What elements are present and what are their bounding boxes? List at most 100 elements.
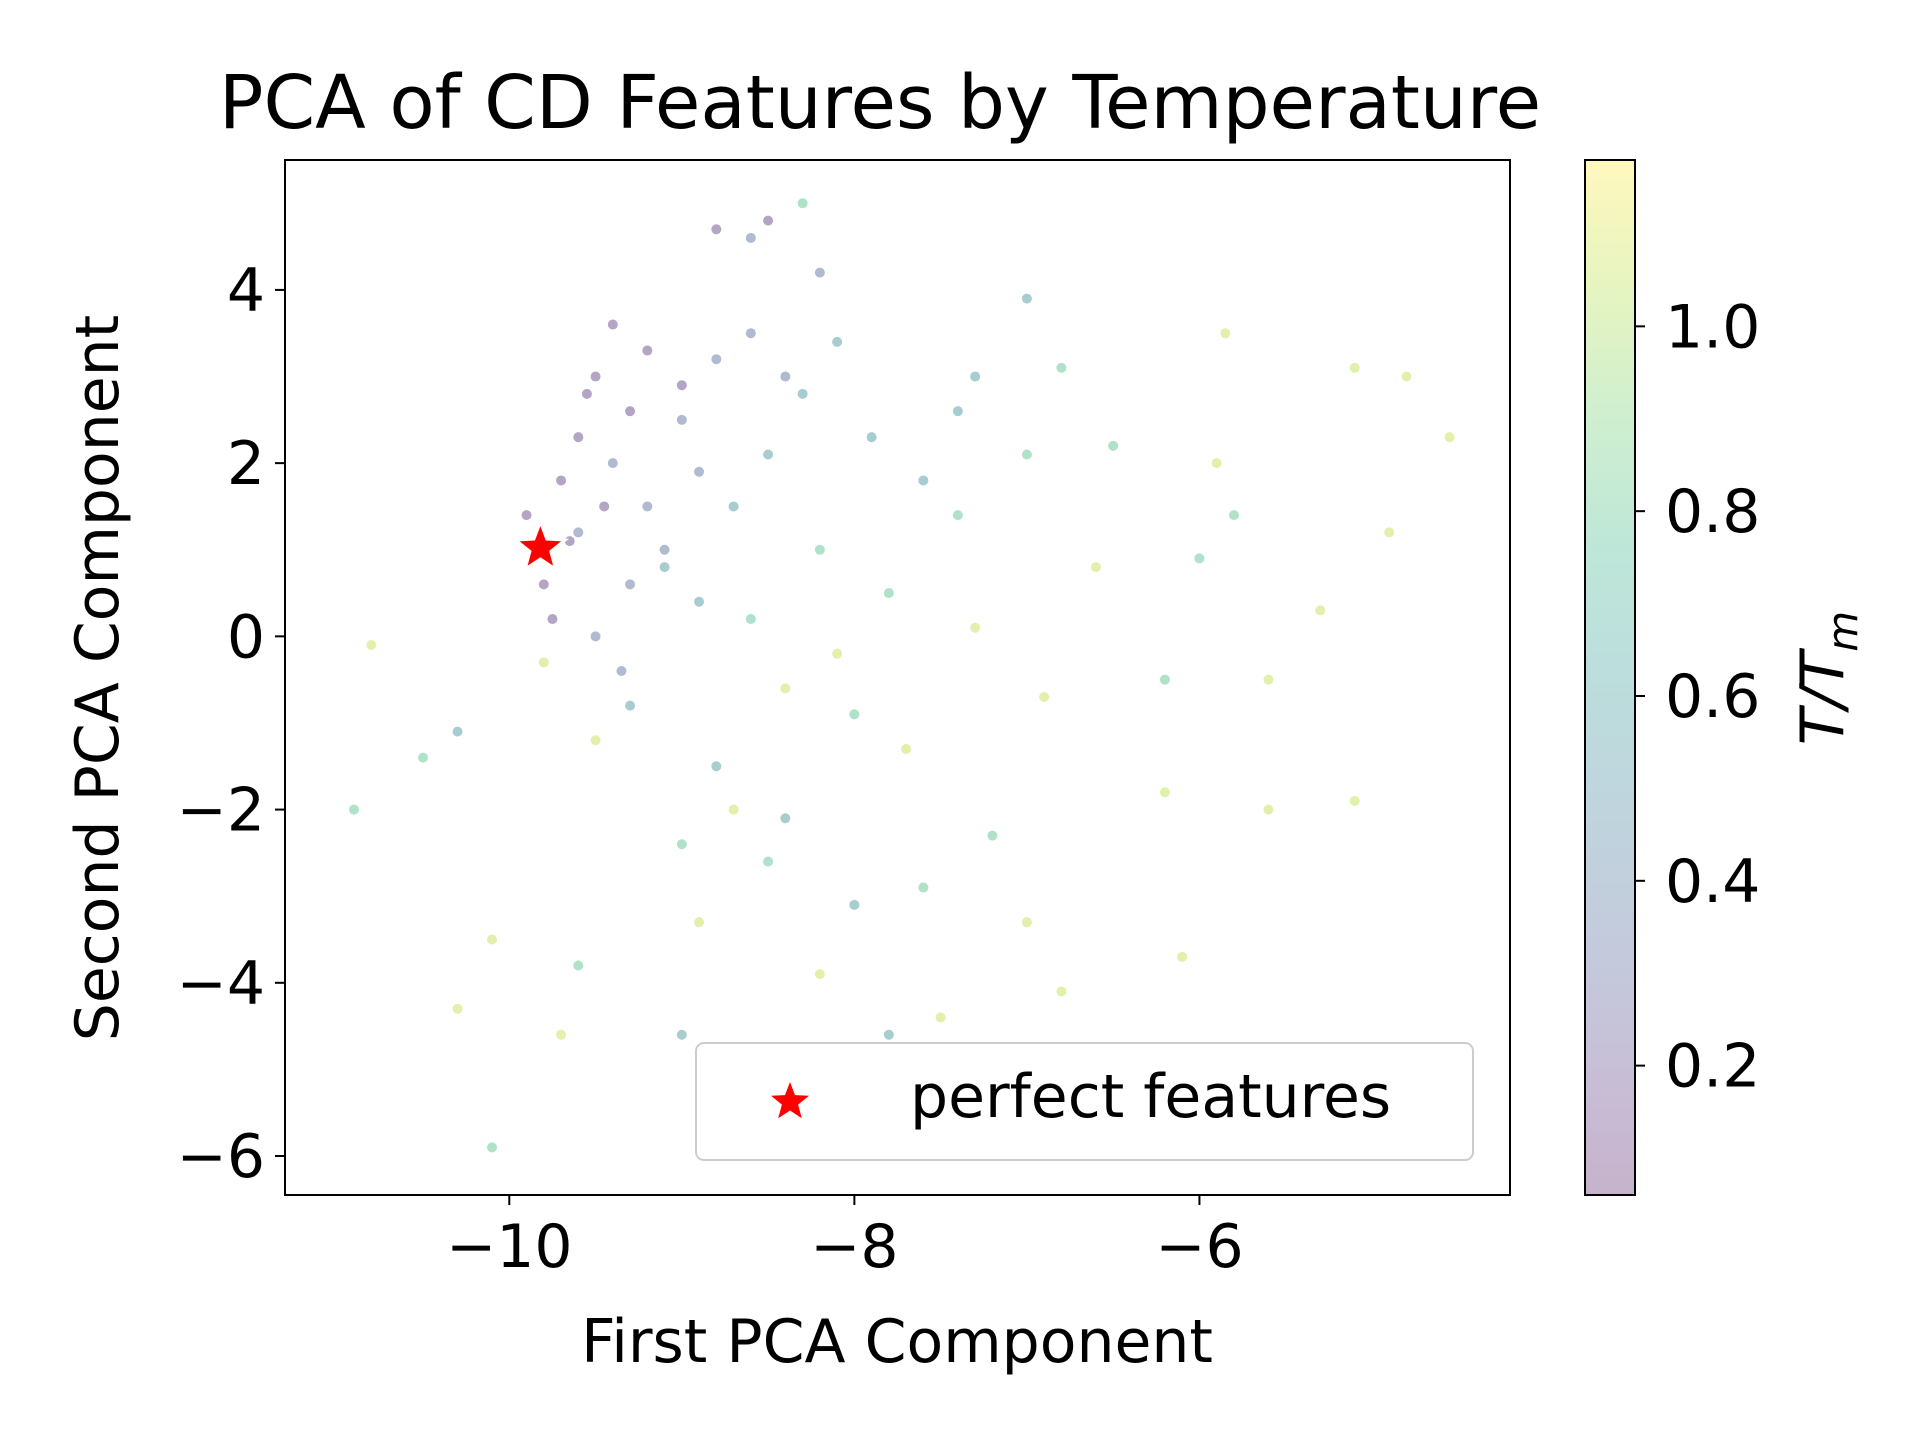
y-tick-label: 4 [227, 256, 265, 326]
y-tick-label: 2 [227, 429, 265, 499]
colorbar-label: T/Tm [1788, 611, 1867, 745]
colorbar-tick-label: 0.4 [1665, 847, 1760, 917]
scatter-point [599, 501, 610, 512]
scatter-point [987, 830, 998, 841]
scatter-point [797, 388, 808, 399]
scatter-point [607, 458, 618, 469]
scatter-point [676, 414, 687, 425]
scatter-point [590, 631, 601, 642]
scatter-point [694, 596, 705, 607]
scatter-point [1177, 951, 1188, 962]
scatter-point [487, 934, 498, 945]
scatter-point [573, 960, 584, 971]
scatter-point [901, 743, 912, 754]
y-tick-label: 0 [227, 602, 265, 672]
scatter-point [590, 735, 601, 746]
colorbar-label-base: T/T [1788, 647, 1858, 745]
scatter-point [745, 328, 756, 339]
scatter-point [883, 1029, 894, 1040]
scatter-point [1315, 605, 1326, 616]
scatter-point [1349, 362, 1360, 373]
scatter-point [349, 804, 360, 815]
scatter-point [970, 622, 981, 633]
scatter-point [1263, 804, 1274, 815]
scatter-point [1021, 917, 1032, 928]
scatter-point [538, 657, 549, 668]
y-tick-label: −6 [177, 1122, 265, 1192]
scatter-point [676, 380, 687, 391]
scatter-point [581, 388, 592, 399]
scatter-point [564, 536, 575, 547]
scatter-point [728, 804, 739, 815]
scatter-point [763, 449, 774, 460]
scatter-point [883, 588, 894, 599]
legend: perfect features [695, 1042, 1474, 1161]
scatter-point [711, 224, 722, 235]
scatter-point [1211, 458, 1222, 469]
scatter-point [1056, 362, 1067, 373]
scatter-point [952, 510, 963, 521]
y-tick-label: −2 [177, 776, 265, 846]
scatter-point [625, 406, 636, 417]
colorbar-tick-label: 0.8 [1665, 477, 1760, 547]
scatter-point [1384, 527, 1395, 538]
scatter-point [676, 839, 687, 850]
scatter-point [538, 579, 549, 590]
colorbar-tick-label: 1.0 [1665, 292, 1760, 362]
scatter-points [349, 198, 1455, 1153]
scatter-point [918, 882, 929, 893]
scatter-point [780, 371, 791, 382]
colorbar-border [1584, 159, 1636, 1196]
scatter-point [1263, 674, 1274, 685]
scatter-point [642, 345, 653, 356]
scatter-point [573, 527, 584, 538]
scatter-point [745, 614, 756, 625]
scatter-point [849, 899, 860, 910]
x-tick-label: −10 [446, 1212, 573, 1282]
scatter-point [659, 562, 670, 573]
scatter-point [487, 1142, 498, 1153]
chart-title: PCA of CD Features by Temperature [219, 60, 1541, 146]
plot-border [284, 159, 1511, 1196]
scatter-point [797, 198, 808, 209]
scatter-point [1159, 674, 1170, 685]
scatter-point [814, 267, 825, 278]
legend-star-icon [771, 1082, 809, 1119]
perfect-features-star [511, 517, 570, 573]
scatter-point [642, 501, 653, 512]
scatter-point [763, 215, 774, 226]
scatter-point [1349, 795, 1360, 806]
scatter-point [1220, 328, 1231, 339]
scatter-point [1444, 432, 1455, 443]
scatter-point [745, 232, 756, 243]
plot-area [284, 159, 1511, 1196]
scatter-point [616, 666, 627, 677]
highlight-star-layer [511, 517, 570, 573]
scatter-point [952, 406, 963, 417]
colorbar-ticks: 0.2 0.4 0.6 0.8 1.0 [1635, 292, 1760, 1102]
scatter-point [866, 432, 877, 443]
scatter-point [1056, 986, 1067, 997]
scatter-point [1039, 691, 1050, 702]
scatter-point [832, 648, 843, 659]
scatter-point [418, 752, 429, 763]
scatter-point [625, 579, 636, 590]
scatter-point [1021, 293, 1032, 304]
y-axis-label: Second PCA Component [63, 315, 133, 1041]
scatter-point [780, 683, 791, 694]
scatter-point [711, 761, 722, 772]
colorbar: 0.2 0.4 0.6 0.8 1.0 T/Tm [1584, 159, 1867, 1196]
colorbar-gradient [1585, 160, 1635, 1195]
scatter-point [918, 475, 929, 486]
colorbar-label-sub: m [1818, 611, 1867, 652]
x-axis-label: First PCA Component [581, 1307, 1213, 1377]
scatter-point [1159, 787, 1170, 798]
scatter-point [780, 813, 791, 824]
x-tick-label: −8 [810, 1212, 898, 1282]
scatter-point [849, 709, 860, 720]
scatter-point [832, 336, 843, 347]
x-axis: −10 −8 −6 [446, 1195, 1244, 1282]
scatter-point [556, 475, 567, 486]
scatter-point [625, 700, 636, 711]
